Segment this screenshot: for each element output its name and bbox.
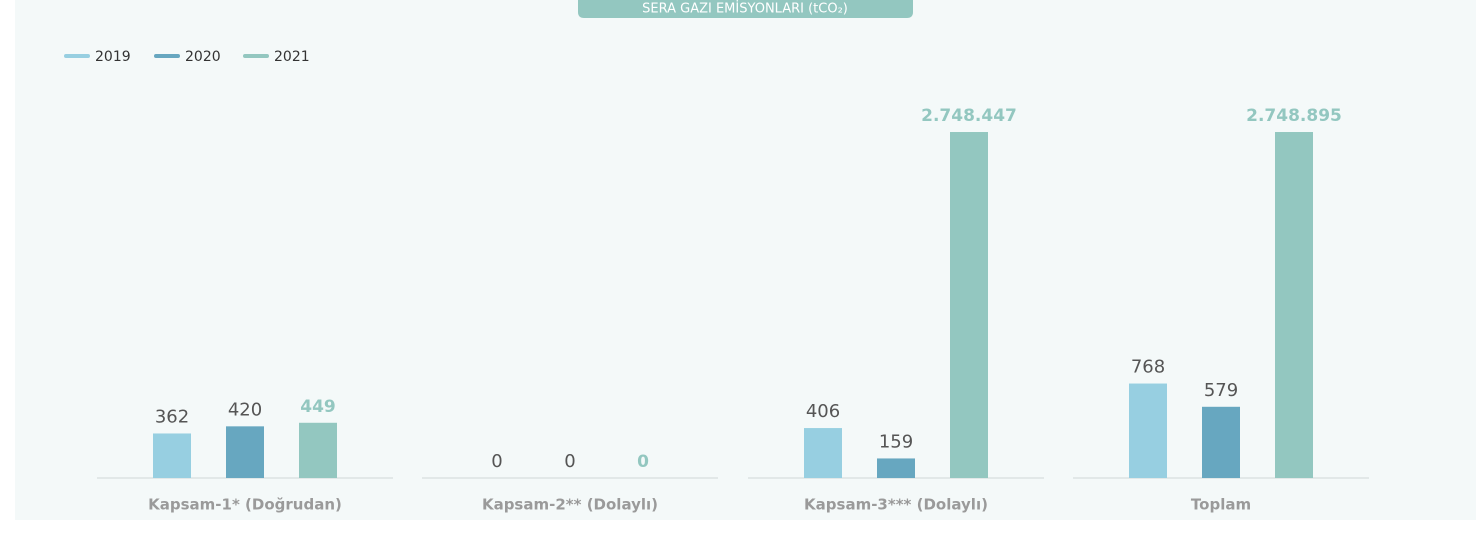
chart-title: SERA GAZI EMİSYONLARI (tCO₂) <box>642 1 848 17</box>
bar <box>299 422 337 478</box>
value-label: 2.748.447 <box>921 106 1017 126</box>
legend-label: 2020 <box>185 49 221 65</box>
value-label: 362 <box>155 406 189 427</box>
category-label: Toplam <box>1191 496 1251 514</box>
bar <box>153 433 191 478</box>
value-label: 406 <box>806 401 840 422</box>
value-label: 0 <box>637 452 649 472</box>
bar <box>226 426 264 478</box>
value-label: 420 <box>228 399 262 420</box>
category-label: Kapsam-3*** (Dolaylı) <box>804 496 988 514</box>
legend-label: 2019 <box>95 49 131 65</box>
bar <box>877 458 915 478</box>
value-label: 0 <box>564 451 575 472</box>
category-label: Kapsam-2** (Dolaylı) <box>482 496 658 514</box>
bar <box>1129 383 1167 478</box>
value-label: 159 <box>879 431 913 452</box>
bar <box>1202 406 1240 478</box>
value-label: 0 <box>491 451 502 472</box>
value-label: 579 <box>1204 380 1238 401</box>
bar <box>950 132 988 478</box>
legend-label: 2021 <box>274 49 310 65</box>
title-tab <box>578 0 913 18</box>
value-label: 2.748.895 <box>1246 106 1342 126</box>
value-label: 449 <box>300 397 336 417</box>
category-label: Kapsam-1* (Doğrudan) <box>148 496 342 514</box>
bar <box>1275 132 1313 478</box>
value-label: 768 <box>1131 357 1165 378</box>
bar <box>804 428 842 478</box>
